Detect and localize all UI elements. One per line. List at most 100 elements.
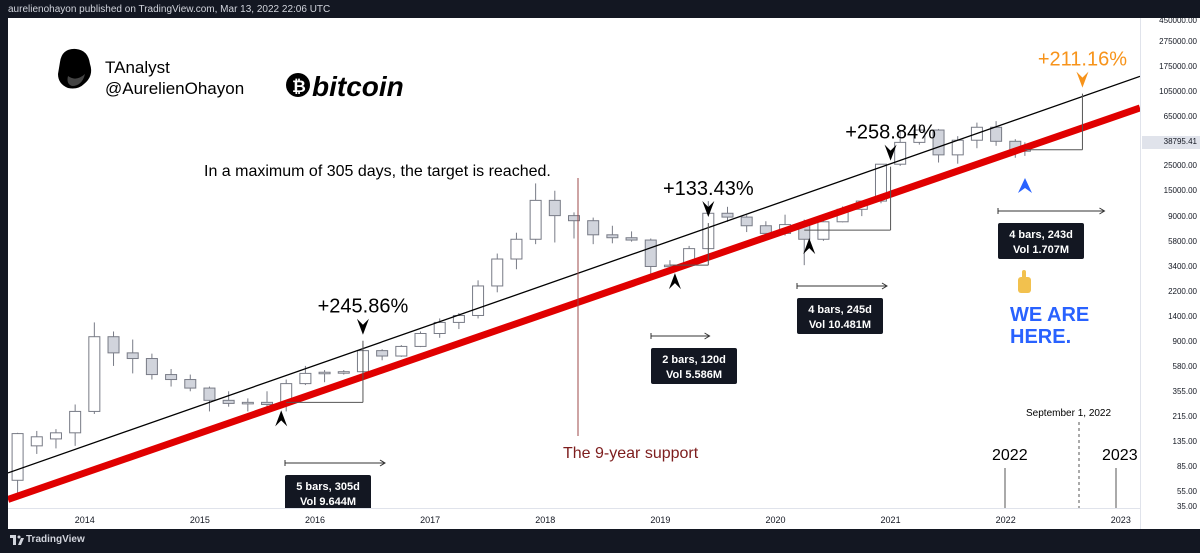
move-percent-label: +133.43% xyxy=(663,178,754,200)
candle xyxy=(740,215,753,233)
price-axis-svg: 450000.00 275000.00 175000.00 105000.00 6500… xyxy=(1142,16,1200,511)
candle xyxy=(165,368,178,387)
candle xyxy=(932,128,945,163)
price-tick-label: 355.00 xyxy=(1173,387,1198,396)
move-info-box: 2 bars, 120d Vol 5.586M xyxy=(651,348,737,384)
bitcoin-logo-icon xyxy=(286,73,310,97)
candle xyxy=(337,370,350,375)
move-info-box: 4 bars, 243d Vol 1.707M xyxy=(998,223,1084,259)
time-axis-svg: 2014 2015 2016 2017 2018 2019 2020 2021 2022 2023 xyxy=(75,515,1131,525)
price-tick-label: 35.00 xyxy=(1177,502,1198,511)
candle-body xyxy=(587,220,600,236)
price-tick-label: 3400.00 xyxy=(1168,262,1197,271)
candle-body xyxy=(433,321,446,334)
author-name: TAnalyst xyxy=(105,58,170,77)
candle xyxy=(222,391,235,407)
trendlines-layer xyxy=(8,75,1140,503)
move-4: +211.16% 4 bars, 243d Vol 1.707M xyxy=(997,49,1127,259)
candle xyxy=(644,238,657,276)
candle-body xyxy=(951,139,964,156)
candle-body xyxy=(69,410,82,434)
current-price-badge xyxy=(1142,136,1200,149)
year-tick-label: 2021 xyxy=(881,515,901,525)
candle xyxy=(548,190,561,243)
candle xyxy=(88,322,101,414)
candle-body xyxy=(491,258,504,287)
annotation-layer: TAnalyst @AurelienOhayon ₿ bitcoin In a … xyxy=(58,48,1138,508)
candle xyxy=(913,124,926,145)
timespan-arrowhead xyxy=(881,282,888,290)
candle xyxy=(568,212,580,239)
price-tick-label: 25000.00 xyxy=(1164,161,1198,170)
candle-body xyxy=(261,401,274,405)
info-box-vol: Vol 1.707M xyxy=(1013,244,1069,256)
target-arrow-icon xyxy=(884,144,897,161)
candle xyxy=(625,231,638,242)
info-box-vol: Vol 10.481M xyxy=(809,319,871,331)
candle xyxy=(587,217,600,245)
candle xyxy=(529,183,542,245)
candle-body xyxy=(759,225,772,234)
candle-body xyxy=(990,126,1003,142)
candle-body xyxy=(107,336,120,354)
price-tick-label: 55.00 xyxy=(1177,487,1198,496)
candle xyxy=(184,374,197,392)
tradingview-logo-icon xyxy=(10,535,24,545)
timespan-arrowhead xyxy=(704,332,711,340)
candle-body xyxy=(337,371,350,374)
candle-body xyxy=(472,285,485,316)
target-arrow-icon xyxy=(702,201,715,218)
candle-body xyxy=(932,129,945,156)
price-tick-label: 105000.00 xyxy=(1159,87,1197,96)
price-tick-label: 38795.41 xyxy=(1164,137,1198,146)
candle-body xyxy=(721,212,734,218)
info-box-bars: 5 bars, 305d xyxy=(296,481,360,493)
we-are-here-line1: WE ARE xyxy=(1010,304,1089,326)
target-arrow-icon xyxy=(356,318,369,335)
candle xyxy=(414,331,427,348)
timespan-arrowhead xyxy=(1099,207,1106,215)
candle-body xyxy=(318,371,331,375)
move-percent-label: +245.86% xyxy=(318,296,409,318)
move-2: +133.43% 2 bars, 120d Vol 5.586M xyxy=(650,178,754,384)
year-tick-label: 2016 xyxy=(305,515,325,525)
candle-body xyxy=(145,358,158,376)
chart-area[interactable]: +245.86% 5 bars, 305d Vol 9.644M +133.43% 2 … xyxy=(8,18,1140,529)
candle-body xyxy=(644,239,657,267)
candle-body xyxy=(49,432,62,440)
move-1: +245.86% 5 bars, 305d Vol 9.644M xyxy=(275,296,408,508)
candle xyxy=(376,349,389,361)
candle xyxy=(107,331,120,366)
price-tick-label: 9000.00 xyxy=(1168,212,1197,221)
info-box-bars: 2 bars, 120d xyxy=(662,354,726,366)
timespan-arrowhead xyxy=(379,459,386,467)
current-position-arrow-icon xyxy=(1018,178,1032,193)
candle-body xyxy=(241,401,254,405)
info-box-bg xyxy=(651,348,737,384)
candle-body xyxy=(510,238,523,260)
price-tick-label: 85.00 xyxy=(1177,462,1198,471)
candle-body xyxy=(894,141,907,165)
info-box-vol: Vol 5.586M xyxy=(666,369,722,381)
candle-body xyxy=(165,374,178,381)
candle-body xyxy=(606,234,619,239)
price-axis[interactable]: 450000.00 275000.00 175000.00 105000.00 6500… xyxy=(1140,16,1200,529)
candle xyxy=(606,225,619,244)
candle xyxy=(11,432,24,498)
candle-body xyxy=(376,350,389,357)
candle xyxy=(241,398,254,412)
year-tick-label: 2014 xyxy=(75,515,95,525)
price-tick-label: 1400.00 xyxy=(1168,312,1197,321)
time-axis[interactable]: 2014 2015 2016 2017 2018 2019 2020 2021 2022 2023 xyxy=(8,508,1140,529)
year-tick-label: 2019 xyxy=(650,515,670,525)
candle-body xyxy=(529,199,542,240)
candle-body xyxy=(548,199,561,217)
publish-header: aurelienohayon published on TradingView.… xyxy=(8,4,331,15)
year-2023-label: 2023 xyxy=(1102,447,1138,464)
move-info-box: 5 bars, 305d Vol 9.644M xyxy=(285,475,371,508)
price-tick-label: 900.00 xyxy=(1173,337,1198,346)
info-box-bg xyxy=(285,475,371,508)
candle-body xyxy=(568,215,580,222)
target-note: In a maximum of 305 days, the target is … xyxy=(204,163,551,180)
move-percent-label: +258.84% xyxy=(845,122,936,144)
